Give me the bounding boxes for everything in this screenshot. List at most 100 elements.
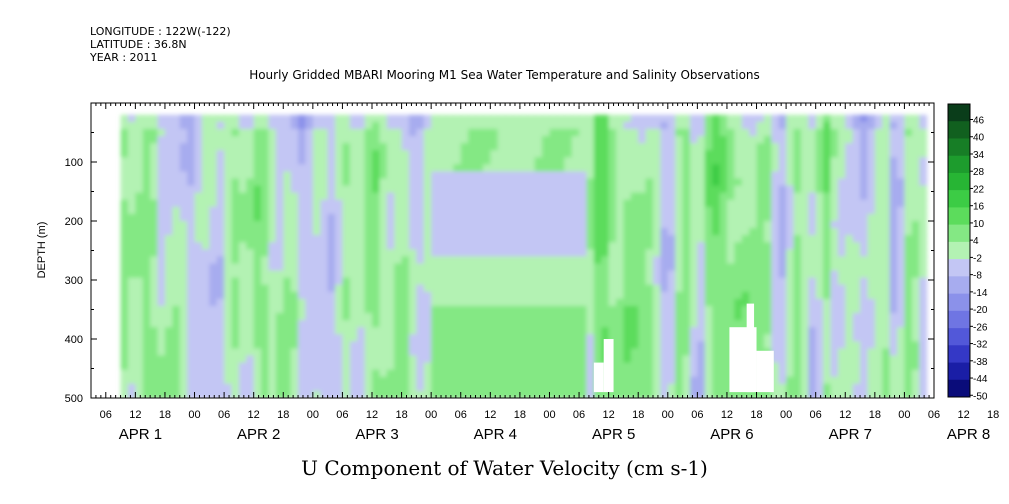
field-cell: [283, 206, 292, 215]
field-cell: [357, 164, 366, 173]
field-cell: [623, 143, 632, 151]
field-cell: [157, 313, 166, 321]
field-cell: [342, 228, 351, 236]
field-cell: [490, 263, 499, 272]
field-cell: [423, 348, 432, 357]
field-cell: [689, 178, 698, 187]
field-cell: [305, 121, 314, 130]
field-cell: [712, 164, 721, 173]
field-cell: [534, 143, 543, 151]
field-cell: [645, 362, 654, 371]
field-cell: [756, 206, 765, 215]
field-cell: [704, 284, 713, 293]
field-cell: [653, 121, 661, 130]
field-cell: [497, 320, 506, 328]
field-cell: [564, 334, 573, 342]
field-cell: [408, 114, 417, 123]
field-cell: [897, 270, 906, 279]
field-cell: [120, 199, 129, 208]
field-cell: [564, 348, 573, 357]
field-cell: [379, 383, 388, 392]
field-cell: [778, 263, 787, 272]
field-cell: [771, 114, 780, 123]
field-cell: [897, 298, 906, 307]
field-cell: [726, 221, 735, 229]
field-cell: [623, 121, 632, 130]
field-cell: [253, 327, 262, 335]
field-cell: [726, 235, 735, 243]
field-cell: [845, 213, 854, 222]
field-cell: [519, 136, 528, 144]
x-day-label: APR 3: [355, 426, 398, 443]
field-cell: [808, 171, 817, 180]
field-cell: [438, 355, 447, 364]
field-cell: [283, 121, 292, 130]
field-cell: [800, 143, 809, 151]
field-cell: [335, 291, 344, 300]
field-cell: [579, 164, 588, 173]
field-cell: [349, 320, 358, 328]
field-cell: [778, 348, 787, 357]
field-cell: [763, 143, 772, 151]
field-cell: [342, 270, 351, 279]
field-cell: [845, 242, 854, 250]
field-cell: [246, 242, 255, 250]
field-cell: [298, 206, 307, 215]
field-cell: [224, 362, 233, 371]
field-cell: [689, 341, 698, 350]
field-cell: [867, 334, 876, 342]
field-cell: [867, 376, 876, 385]
field-cell: [305, 178, 314, 187]
field-cell: [823, 305, 832, 314]
field-cell: [312, 221, 321, 229]
field-cell: [468, 199, 477, 208]
field-cell: [704, 164, 713, 173]
chart-title: Hourly Gridded MBARI Mooring M1 Sea Wate…: [249, 68, 760, 82]
field-cell: [719, 213, 728, 222]
field-cell: [216, 369, 225, 378]
field-cell: [837, 291, 846, 300]
field-cell: [549, 143, 558, 151]
field-cell: [127, 164, 136, 173]
field-cell: [408, 185, 417, 194]
field-cell: [571, 313, 580, 321]
field-cell: [638, 263, 647, 272]
field-cell: [697, 235, 706, 243]
field-cell: [150, 390, 159, 398]
field-cell: [179, 199, 188, 208]
field-cell: [497, 185, 506, 194]
field-cell: [305, 355, 314, 364]
field-cell: [135, 114, 144, 123]
field-cell: [556, 305, 565, 314]
field-cell: [763, 157, 772, 165]
field-cell: [763, 192, 772, 201]
field-cell: [579, 192, 588, 201]
field-cell: [142, 150, 151, 158]
field-cell: [616, 150, 625, 158]
field-cell: [127, 206, 136, 215]
field-cell: [815, 327, 824, 335]
field-cell: [468, 369, 477, 378]
field-cell: [527, 277, 536, 286]
field-cell: [357, 185, 366, 194]
field-cell: [127, 185, 136, 194]
field-cell: [726, 206, 735, 215]
field-cell: [911, 376, 920, 385]
field-cell: [335, 362, 344, 371]
field-cell: [349, 383, 358, 392]
field-cell: [431, 341, 440, 350]
field-cell: [763, 291, 772, 300]
field-cell: [209, 143, 218, 151]
field-cell: [519, 128, 528, 137]
field-cell: [209, 291, 218, 300]
field-cell: [704, 213, 713, 222]
field-cell: [194, 235, 203, 243]
field-cell: [904, 150, 913, 158]
field-cell: [593, 185, 602, 194]
field-cell: [586, 157, 595, 165]
field-cell: [704, 121, 713, 130]
field-cell: [897, 242, 906, 250]
field-cell: [275, 256, 284, 265]
field-cell: [386, 298, 395, 307]
field-cell: [645, 270, 654, 279]
